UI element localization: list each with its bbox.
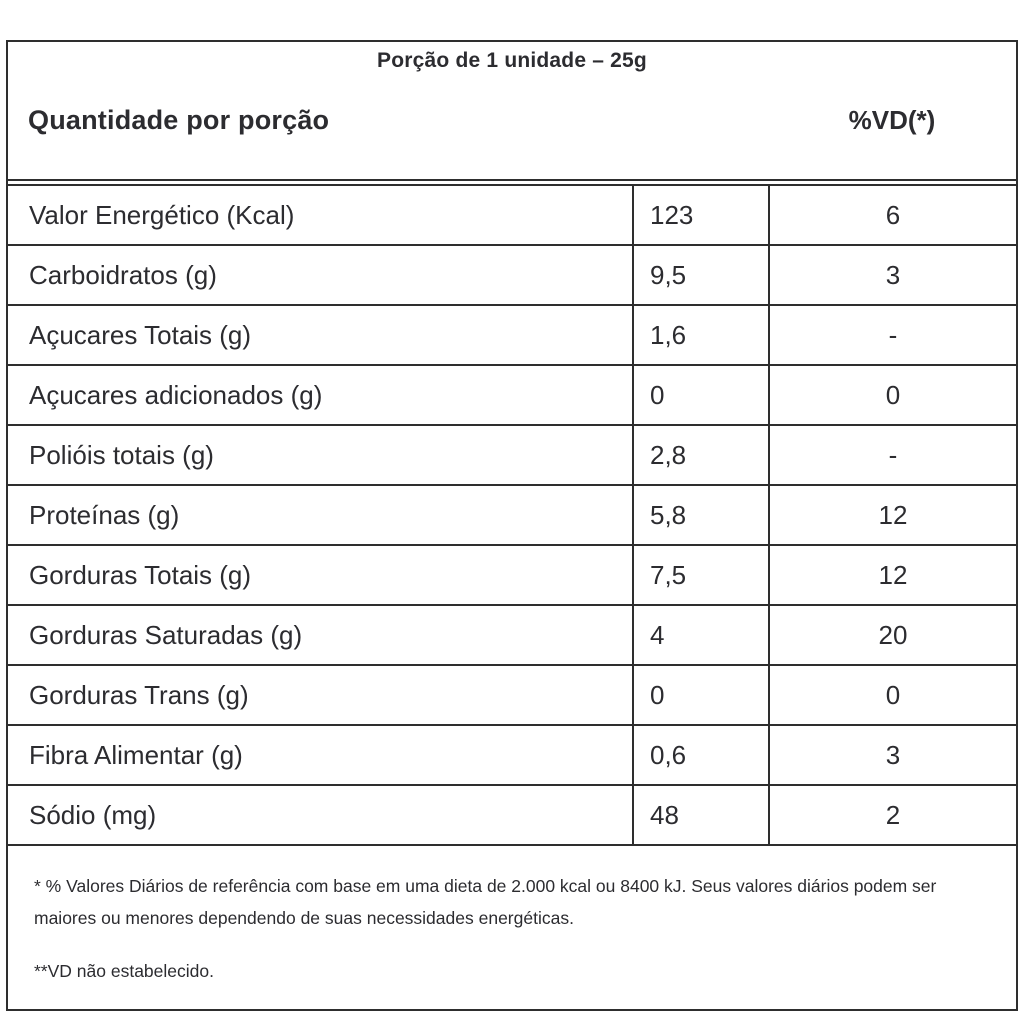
row-dv: 3 <box>768 726 1016 784</box>
serving-size-title: Porção de 1 unidade – 25g <box>377 49 647 72</box>
row-name: Sódio (mg) <box>29 799 157 830</box>
row-name: Carboidratos (g) <box>29 259 217 290</box>
table-row: Açucares adicionados (g) 0 0 <box>8 366 1016 426</box>
row-name: Polióis totais (g) <box>29 439 214 470</box>
table-row: Proteínas (g) 5,8 12 <box>8 486 1016 546</box>
row-amount: 0 <box>632 366 768 424</box>
table-row: Carboidratos (g) 9,5 3 <box>8 246 1016 306</box>
row-dv: - <box>768 306 1016 364</box>
table-row: Gorduras Saturadas (g) 4 20 <box>8 606 1016 666</box>
daily-values-footnote: * % Valores Diários de referência com ba… <box>34 876 937 929</box>
row-name: Açucares Totais (g) <box>29 319 252 350</box>
row-name: Fibra Alimentar (g) <box>29 739 243 770</box>
row-dv: 6 <box>768 186 1016 244</box>
row-name: Açucares adicionados (g) <box>29 379 323 410</box>
row-amount: 4 <box>632 606 768 664</box>
row-amount: 48 <box>632 786 768 844</box>
row-dv: 0 <box>768 666 1016 724</box>
row-dv: 20 <box>768 606 1016 664</box>
vd-not-established-footnote: **VD não estabelecido. <box>34 960 214 981</box>
row-dv: 12 <box>768 486 1016 544</box>
row-dv: 2 <box>768 786 1016 844</box>
table-row: Gorduras Trans (g) 0 0 <box>8 666 1016 726</box>
quantity-per-serving-header: Quantidade por porção <box>28 105 330 135</box>
row-amount: 0 <box>632 666 768 724</box>
table-row: Açucares Totais (g) 1,6 - <box>8 306 1016 366</box>
row-name: Gorduras Saturadas (g) <box>29 619 303 650</box>
row-name: Gorduras Trans (g) <box>29 679 249 710</box>
row-dv: 12 <box>768 546 1016 604</box>
nutrition-table-body: Valor Energético (Kcal) 123 6 Carboidrat… <box>8 186 1016 846</box>
columns-header: Quantidade por porção %VD(*) <box>8 105 1016 136</box>
nutrition-label: Porção de 1 unidade – 25g Quantidade por… <box>6 40 1018 1012</box>
row-dv: 3 <box>768 246 1016 304</box>
row-amount: 7,5 <box>632 546 768 604</box>
table-row: Polióis totais (g) 2,8 - <box>8 426 1016 486</box>
row-amount: 5,8 <box>632 486 768 544</box>
label-header: Porção de 1 unidade – 25g Quantidade por… <box>8 42 1016 181</box>
row-amount: 0,6 <box>632 726 768 784</box>
table-row: Gorduras Totais (g) 7,5 12 <box>8 546 1016 606</box>
row-amount: 2,8 <box>632 426 768 484</box>
table-row: Valor Energético (Kcal) 123 6 <box>8 186 1016 246</box>
row-name: Proteínas (g) <box>29 499 180 530</box>
row-dv: - <box>768 426 1016 484</box>
footnotes: * % Valores Diários de referência com ba… <box>8 846 1016 1009</box>
row-name: Valor Energético (Kcal) <box>29 199 295 230</box>
row-amount: 123 <box>632 186 768 244</box>
row-dv: 0 <box>768 366 1016 424</box>
row-amount: 1,6 <box>632 306 768 364</box>
row-name: Gorduras Totais (g) <box>29 559 252 590</box>
row-amount: 9,5 <box>632 246 768 304</box>
daily-value-header: %VD(*) <box>848 105 936 135</box>
table-row: Sódio (mg) 48 2 <box>8 786 1016 846</box>
header-divider <box>8 181 1016 186</box>
table-row: Fibra Alimentar (g) 0,6 3 <box>8 726 1016 786</box>
